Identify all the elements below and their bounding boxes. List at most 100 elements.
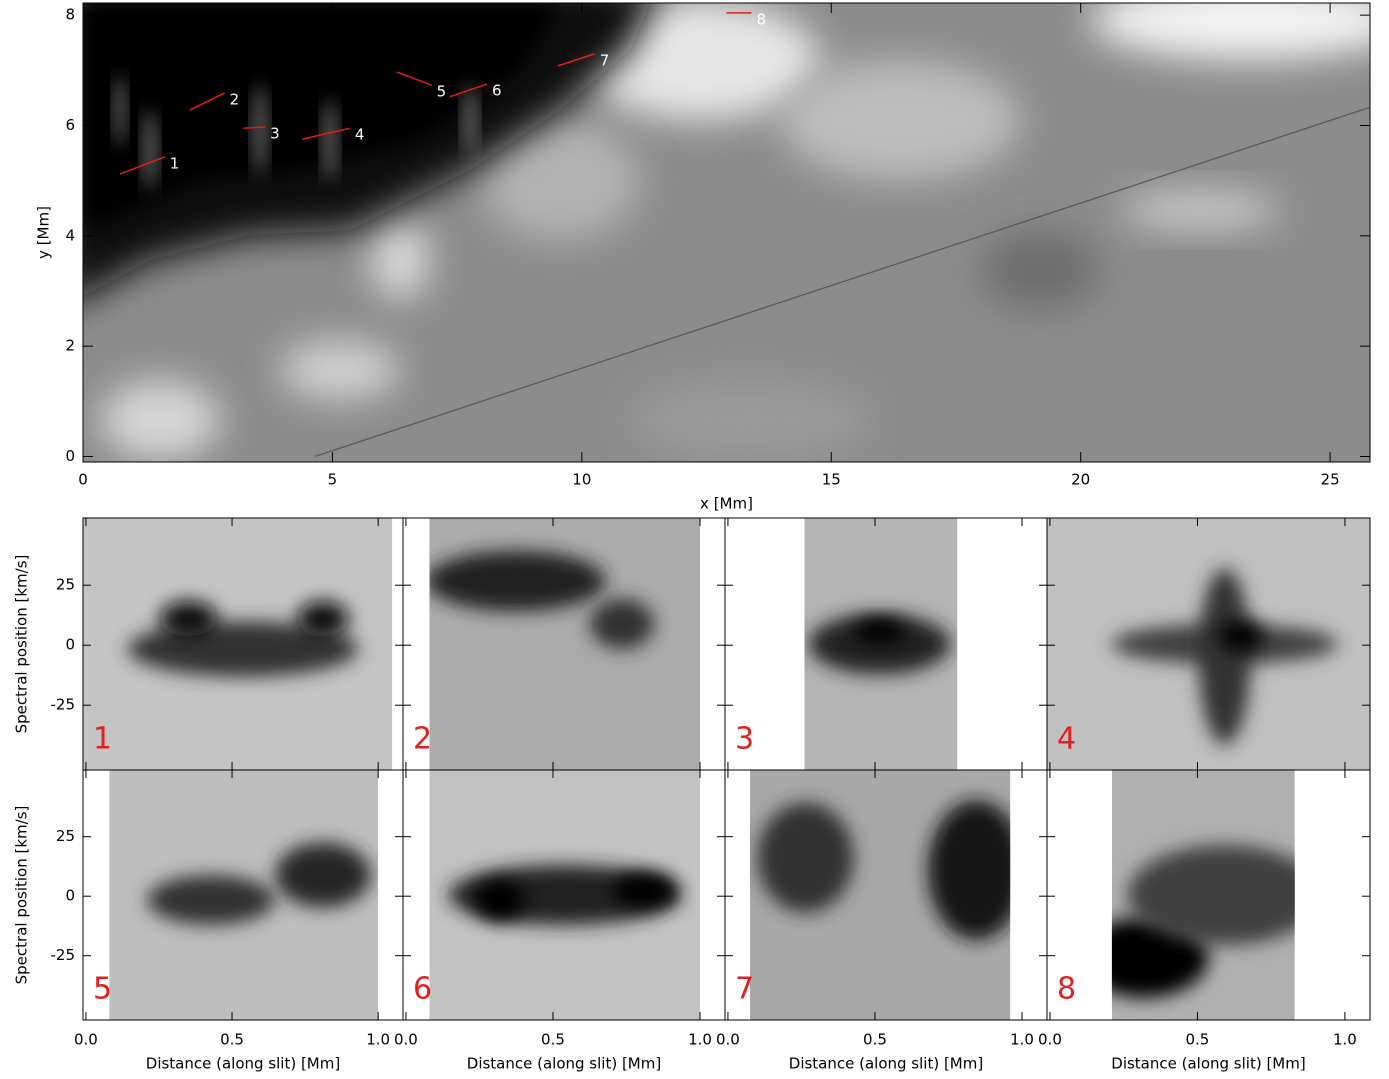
panel [1047,518,1370,770]
x-tick-label: 0.5 [863,1031,887,1049]
texture [853,618,906,645]
panel-label: 1 [93,722,112,757]
texture [100,380,220,460]
y-tick-label: 4 [65,226,75,244]
x-tick-label: 1.0 [1333,1031,1357,1049]
y-tick-label: 0 [65,636,75,654]
y-tick-label: 6 [65,116,75,134]
panel-label: 8 [1057,972,1076,1007]
texture [980,230,1100,310]
slit-label: 8 [756,10,766,28]
panel [804,518,958,770]
y-axis-label: Spectral position [km/s] [13,806,31,985]
y-tick-label: 0 [65,887,75,905]
x-tick-label: 0.5 [541,1031,565,1049]
slit-label: 6 [492,82,502,100]
slit [396,71,432,86]
image-area [83,3,1370,462]
texture [147,875,275,925]
panel-label: 5 [93,972,112,1007]
y-tick-label: 25 [56,576,75,594]
texture [808,613,951,675]
x-tick-label: 0.0 [394,1031,418,1049]
x-tick-label: 5 [328,471,338,489]
y-tick-label: -25 [51,946,76,964]
texture [370,220,430,300]
texture [1120,190,1280,230]
panel [83,518,393,770]
texture [780,60,1020,180]
dark-region [83,3,560,230]
panel [109,770,379,1020]
texture [324,100,336,180]
texture [630,380,870,460]
y-tick-label: -25 [51,696,76,714]
slit [449,83,488,98]
texture [612,872,677,908]
x-axis-label: Distance (along slit) [Mm] [467,1055,661,1073]
slit [189,92,225,111]
texture [297,601,349,637]
x-tick-label: 0.5 [1186,1031,1210,1049]
x-tick-label: 0.0 [74,1031,98,1049]
panel-label: 6 [413,972,432,1007]
texture [1198,568,1251,745]
frame [1046,769,1371,1021]
x-tick-label: 10 [572,471,591,489]
texture [927,800,1011,940]
y-axis-label: Spectral position [km/s] [13,555,31,734]
texture [464,85,476,155]
slit [301,127,351,140]
y-tick-label: 2 [65,337,75,355]
x-tick-label: 20 [1071,471,1090,489]
slit-label: 7 [600,51,610,69]
texture [144,110,156,190]
texture [115,75,125,145]
panel-label: 2 [413,722,432,757]
slit-label: 5 [437,83,447,101]
slit [243,126,266,129]
texture [480,120,640,240]
panel [429,518,701,770]
slit-label: 1 [170,154,180,172]
texture [1218,621,1264,652]
x-tick-label: 15 [822,471,841,489]
texture [254,85,266,175]
panel [1111,770,1295,1020]
x-axis-label: Distance (along slit) [Mm] [146,1055,340,1073]
y-tick-label: 25 [56,827,75,845]
slit-label: 2 [230,90,240,108]
panel-label: 4 [1057,722,1076,757]
y-axis-label: y [Mm] [35,206,53,259]
texture [473,880,526,920]
texture [580,3,820,120]
frame [82,2,1371,463]
x-tick-label: 1.0 [688,1031,712,1049]
panel [429,770,701,1020]
texture [589,598,655,650]
x-axis-label: Distance (along slit) [Mm] [789,1055,983,1073]
slit-label: 4 [355,126,365,144]
y-tick-label: 8 [65,6,75,24]
slit [557,53,596,67]
texture [280,340,400,400]
slit-line [314,106,1370,458]
x-axis-label: x [Mm] [700,495,753,513]
panel-label: 7 [735,972,754,1007]
texture [1090,3,1370,60]
x-tick-label: 1.0 [1010,1031,1034,1049]
texture [429,550,606,612]
x-tick-label: 25 [1321,471,1340,489]
texture [757,802,854,913]
x-tick-label: 0 [78,471,88,489]
y-tick-label: 0 [65,447,75,465]
slit-label: 3 [270,125,280,143]
slit [119,156,166,175]
panel [749,770,1011,1020]
x-tick-label: 0.0 [1038,1031,1062,1049]
x-tick-label: 0.0 [716,1031,740,1049]
texture [275,842,371,908]
texture [159,601,218,637]
x-tick-label: 0.5 [220,1031,244,1049]
